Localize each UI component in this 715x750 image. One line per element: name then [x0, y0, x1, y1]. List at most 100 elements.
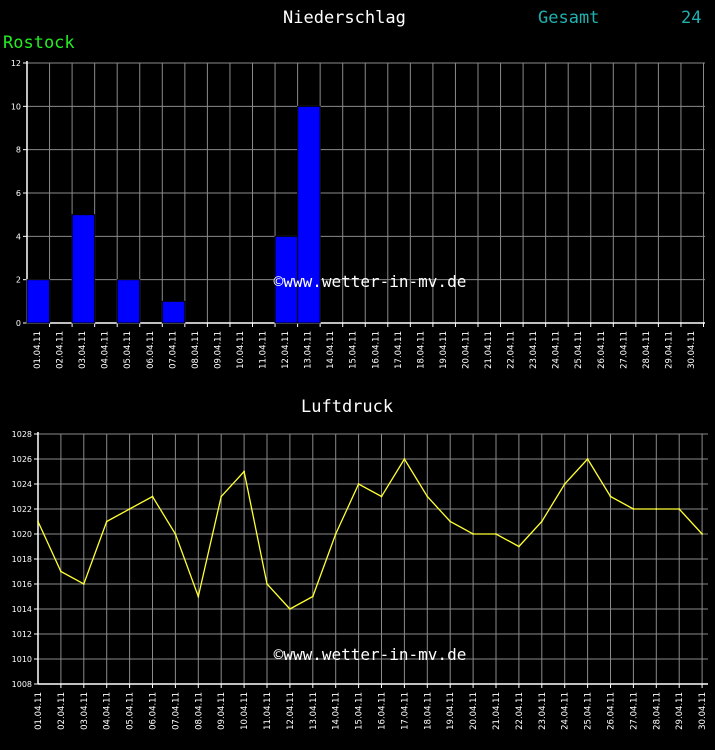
- x-tick-label: 25.04.11: [584, 692, 594, 730]
- point-02.04.11: [60, 570, 62, 573]
- point-10.04.11: [243, 470, 246, 473]
- x-tick-label: 01.04.11: [33, 331, 43, 369]
- x-tick-label: 30.04.11: [687, 331, 697, 369]
- x-tick-label: 20.04.11: [461, 331, 471, 369]
- x-tick-label: 04.04.11: [103, 692, 113, 730]
- x-tick-label: 05.04.11: [126, 692, 136, 730]
- point-12.04.11: [289, 608, 291, 610]
- bar-03.04.11: [71, 214, 96, 324]
- y-tick-label: 1014: [12, 605, 32, 614]
- point-18.04.11: [426, 495, 429, 498]
- y-tick-label: 4: [16, 232, 21, 241]
- point-22.04.11: [518, 545, 520, 548]
- x-tick-label: 23.04.11: [538, 692, 548, 730]
- x-tick-label: 30.04.11: [698, 692, 708, 730]
- point-08.04.11: [197, 595, 200, 598]
- x-tick-label: 10.04.11: [240, 692, 250, 730]
- point-15.04.11: [357, 483, 360, 485]
- x-tick-label: 21.04.11: [484, 331, 494, 369]
- x-tick-label: 10.04.11: [236, 331, 246, 369]
- chart-title-niederschlag: Niederschlag: [283, 8, 406, 28]
- x-tick-label: 03.04.11: [80, 692, 90, 730]
- x-tick-label: 28.04.11: [652, 692, 662, 730]
- point-07.04.11: [174, 533, 177, 535]
- point-03.04.11: [82, 583, 85, 585]
- y-tick-label: 1024: [12, 480, 32, 489]
- x-tick-label: 06.04.11: [146, 331, 156, 369]
- x-tick-label: 25.04.11: [574, 331, 584, 369]
- x-tick-label: 01.04.11: [34, 692, 44, 730]
- y-tick-label: 0: [16, 319, 21, 328]
- x-tick-label: 08.04.11: [191, 331, 201, 369]
- x-tick-label: 05.04.11: [123, 331, 133, 369]
- x-tick-label: 24.04.11: [552, 331, 562, 369]
- y-tick-label: 6: [16, 189, 21, 198]
- x-tick-label: 07.04.11: [168, 331, 178, 369]
- x-tick-label: 11.04.11: [259, 331, 269, 369]
- x-tick-label: 20.04.11: [469, 692, 479, 730]
- x-tick-label: 21.04.11: [492, 692, 502, 730]
- x-tick-label: 23.04.11: [529, 331, 539, 369]
- point-05.04.11: [128, 508, 131, 510]
- precipitation-bar-chart: 0 2 4 6 8 10 12 01.04.11 02.04.11 03.04.11 04.04.1…: [11, 59, 705, 369]
- x-tick-label: 26.04.11: [597, 331, 607, 369]
- point-26.04.11: [609, 495, 612, 498]
- x-tick-label: 03.04.11: [78, 331, 88, 369]
- y-tick-label: 8: [16, 146, 21, 155]
- y-tick-label: 1012: [12, 630, 32, 639]
- y-tick-label: 1018: [12, 555, 32, 564]
- x-tick-label: 18.04.11: [416, 331, 426, 369]
- x-tick-label: 29.04.11: [664, 331, 674, 369]
- x-tick-label: 22.04.11: [507, 331, 517, 369]
- y-tick-label: 1020: [12, 530, 32, 539]
- x-tick-label: 26.04.11: [607, 692, 617, 730]
- x-tick-label: 16.04.11: [378, 692, 388, 730]
- x-tick-label: 08.04.11: [194, 692, 204, 730]
- y-tick-label: 1016: [12, 580, 32, 589]
- x-tick-label: 07.04.11: [171, 692, 181, 730]
- watermark: ©www.wetter-in-mv.de: [274, 645, 467, 664]
- x-tick-label: 24.04.11: [561, 692, 571, 730]
- x-tick-label: 17.04.11: [400, 692, 410, 730]
- point-06.04.11: [151, 495, 154, 498]
- x-tick-label: 27.04.11: [619, 331, 629, 369]
- y-tick-label: 12: [11, 59, 21, 68]
- x-tick-label: 09.04.11: [213, 331, 223, 369]
- x-tick-label: 16.04.11: [371, 331, 381, 369]
- point-16.04.11: [380, 495, 383, 498]
- point-19.04.11: [449, 520, 452, 523]
- point-13.04.11: [311, 595, 314, 598]
- x-tick-label: 12.04.11: [286, 692, 296, 730]
- y-tick-label: 1008: [12, 680, 32, 689]
- y-tick-label: 2: [16, 276, 21, 285]
- y-tick-label: 1026: [12, 455, 32, 464]
- x-tick-label: 13.04.11: [304, 331, 314, 369]
- point-04.04.11: [105, 520, 108, 523]
- x-tick-label: 19.04.11: [439, 331, 449, 369]
- pressure-series-line: [37, 457, 703, 610]
- bar-01.04.11: [26, 279, 51, 324]
- point-01.04.11: [37, 520, 39, 523]
- point-29.04.11: [678, 508, 681, 510]
- x-tick-label: 14.04.11: [332, 692, 342, 730]
- x-tick-label: 13.04.11: [309, 692, 319, 730]
- x-tick-label: 14.04.11: [326, 331, 336, 369]
- point-25.04.11: [586, 458, 589, 460]
- x-tick-label: 02.04.11: [57, 692, 67, 730]
- y-tick-label: 1010: [12, 655, 32, 664]
- point-11.04.11: [266, 583, 268, 585]
- point-23.04.11: [540, 520, 543, 523]
- point-30.04.11: [701, 533, 703, 535]
- x-tick-label: 11.04.11: [263, 692, 273, 730]
- x-tick-label: 15.04.11: [355, 692, 365, 730]
- watermark: ©www.wetter-in-mv.de: [274, 272, 467, 291]
- y-tick-label: 1022: [12, 505, 32, 514]
- x-tick-label: 27.04.11: [629, 692, 639, 730]
- y-tick-label: 1028: [12, 430, 32, 439]
- point-17.04.11: [403, 458, 406, 460]
- station-name: Rostock: [3, 33, 75, 53]
- point-09.04.11: [220, 495, 223, 498]
- x-tick-label: 17.04.11: [394, 331, 404, 369]
- bar-05.04.11: [116, 279, 141, 324]
